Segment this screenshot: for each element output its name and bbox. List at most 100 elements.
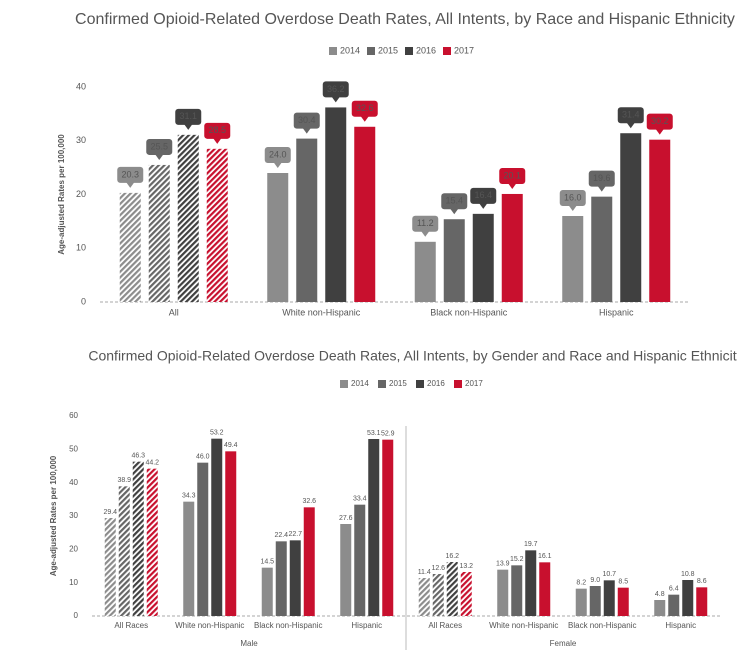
legend-label: 2014: [340, 45, 360, 55]
data-label: 34.3: [182, 493, 196, 500]
y-tick-label: 20: [76, 189, 86, 199]
callout-pointer: [302, 128, 311, 134]
callout-pointer: [126, 182, 135, 188]
x-tick-label: White non-Hispanic: [282, 307, 361, 317]
bar: [146, 468, 158, 616]
data-label: 11.2: [417, 218, 434, 228]
bar: [206, 148, 228, 302]
data-label: 10.7: [602, 571, 616, 578]
bar: [132, 461, 144, 616]
callout-pointer: [626, 122, 635, 129]
data-label: 19.7: [524, 541, 538, 548]
x-tick-label: Hispanic: [351, 621, 382, 630]
bar: [289, 540, 301, 616]
legend-swatch: [329, 47, 337, 55]
legend-swatch: [378, 380, 386, 388]
data-label: 22.4: [274, 532, 288, 539]
bar: [261, 567, 273, 616]
bar: [267, 173, 289, 302]
callout-box: [617, 107, 644, 124]
chart-title: Confirmed Opioid-Related Overdose Death …: [75, 11, 735, 28]
bar: [501, 193, 523, 302]
y-tick-label: 0: [81, 296, 86, 306]
callout-pointer: [597, 186, 606, 192]
bar: [443, 219, 465, 302]
x-tick-label: All: [169, 307, 179, 317]
data-label: 32.6: [302, 498, 316, 505]
data-label: 16.4: [474, 190, 492, 200]
data-label: 6.4: [669, 586, 679, 593]
bar: [591, 196, 613, 302]
data-label: 52.9: [381, 431, 395, 438]
x-tick-label: All Races: [114, 621, 148, 630]
bar: [414, 241, 436, 302]
callout-box: [588, 170, 615, 187]
y-tick-label: 30: [69, 511, 78, 520]
data-label: 16.2: [445, 553, 459, 560]
legend-swatch: [367, 47, 375, 55]
callout-pointer: [360, 116, 369, 122]
bar: [340, 524, 352, 616]
data-label: 12.6: [431, 565, 445, 572]
legend-label: 2014: [351, 379, 369, 388]
callout-pointer: [421, 231, 430, 237]
chart-title: Confirmed Opioid-Related Overdose Death …: [88, 348, 737, 364]
data-label: 30.2: [651, 116, 669, 126]
bar: [177, 134, 199, 302]
data-label: 53.1: [367, 430, 381, 437]
legend-label: 2016: [427, 379, 445, 388]
data-label: 27.6: [339, 515, 353, 522]
callout-pointer: [155, 154, 164, 160]
data-label: 15.2: [510, 556, 524, 563]
data-label: 46.0: [196, 454, 210, 461]
callout-box: [646, 113, 673, 130]
bar: [617, 587, 629, 616]
bar: [368, 439, 380, 616]
bar: [325, 107, 347, 302]
data-label: 53.2: [210, 430, 224, 437]
bar: [119, 192, 141, 302]
y-tick-label: 40: [69, 478, 78, 487]
bar: [603, 580, 615, 616]
data-label: 22.7: [288, 531, 302, 538]
callout-box: [146, 138, 173, 155]
data-label: 29.4: [103, 509, 117, 516]
callout-box: [322, 81, 349, 98]
legend-label: 2016: [416, 45, 436, 55]
data-label: 16.0: [564, 192, 582, 202]
bar: [382, 439, 394, 616]
bar: [275, 541, 287, 616]
group-label: Male: [240, 639, 258, 648]
data-label: 13.9: [496, 561, 510, 568]
callout-box: [499, 167, 526, 184]
legend-label: 2015: [389, 379, 407, 388]
bar: [183, 501, 195, 616]
callout-box: [264, 147, 291, 163]
data-label: 15.4: [445, 196, 463, 206]
legend-swatch: [454, 380, 462, 388]
data-label: 33.4: [353, 496, 367, 503]
data-label: 32.6: [356, 103, 374, 113]
bar: [104, 518, 116, 616]
x-tick-label: White non-Hispanic: [175, 621, 244, 630]
callout-pointer: [273, 162, 282, 168]
data-label: 16.1: [538, 553, 552, 560]
bar: [303, 507, 315, 616]
bar: [654, 600, 666, 616]
legend-label: 2017: [465, 379, 483, 388]
y-axis-title: Age-adjusted Rates per 100,000: [57, 134, 66, 255]
legend-swatch: [443, 47, 451, 55]
bar: [696, 587, 708, 616]
bar: [354, 126, 376, 303]
data-label: 8.2: [576, 580, 586, 587]
data-label: 14.5: [260, 559, 274, 566]
x-tick-label: Hispanic: [599, 307, 634, 317]
data-label: 20.3: [121, 169, 139, 179]
y-tick-label: 30: [76, 135, 86, 145]
x-tick-label: Black non-Hispanic: [254, 621, 322, 630]
bar: [118, 486, 130, 616]
callout-pointer: [568, 205, 577, 211]
callout-pointer: [184, 124, 193, 130]
data-label: 31.4: [622, 110, 640, 120]
data-label: 13.2: [459, 563, 473, 570]
